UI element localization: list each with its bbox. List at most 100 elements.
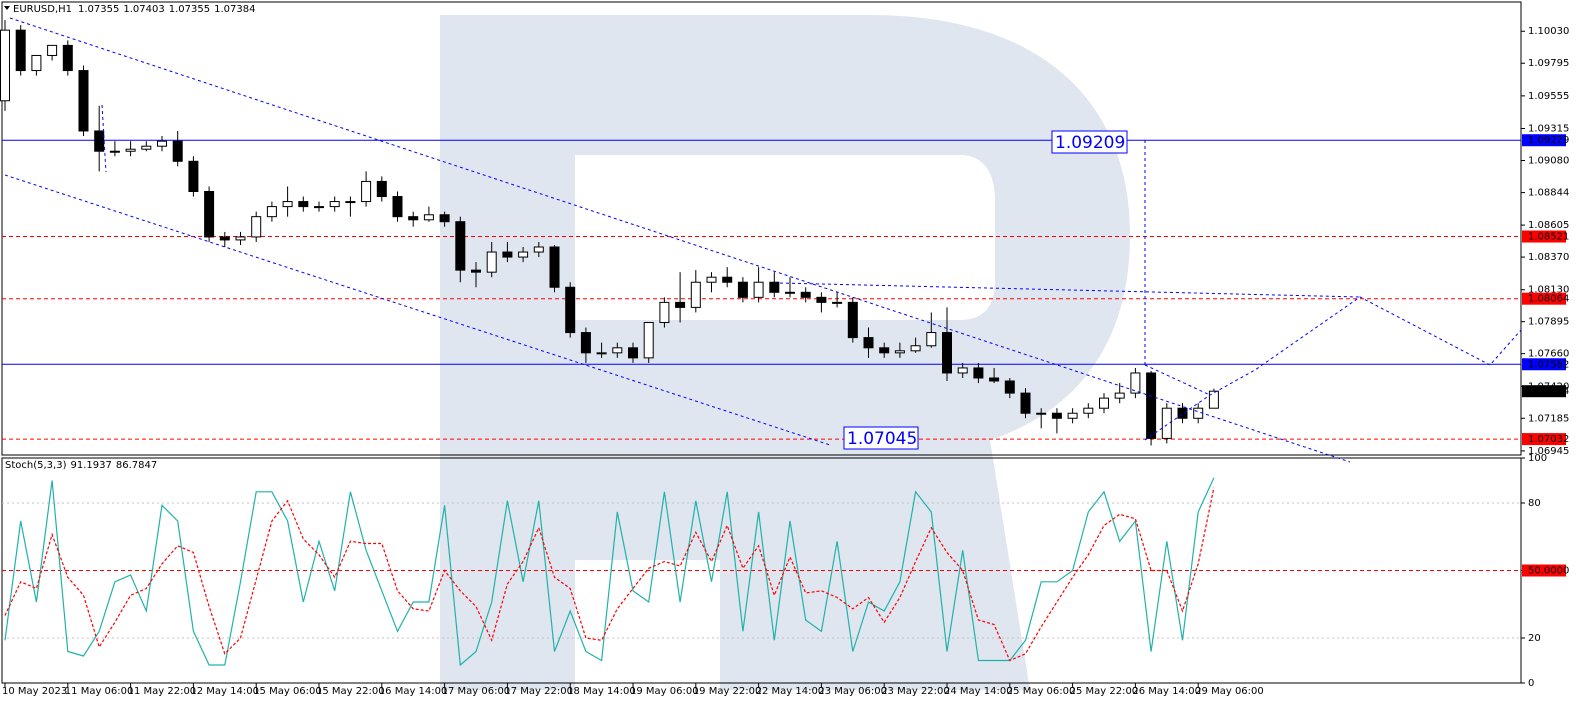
y-tick-label: 1.09315 (1528, 124, 1569, 135)
candle-body (502, 251, 513, 258)
y-tick-label: 1.09795 (1528, 58, 1569, 69)
indicator-value: 91.1937 (70, 460, 111, 471)
candle-body (235, 236, 246, 241)
candle-body (219, 236, 230, 241)
candle-body (298, 201, 309, 208)
candle-body (94, 130, 105, 152)
x-tick-label: 10 May 2023 (2, 686, 67, 697)
candle-body (1161, 407, 1172, 439)
candle-body (361, 180, 372, 203)
candle-body (78, 70, 89, 132)
candle-body (659, 301, 670, 324)
last-price-label: 1.07384 (1528, 386, 1569, 397)
candle-body (580, 332, 591, 354)
candle-body (1114, 392, 1125, 399)
x-tick-label: 11 May 06:00 (65, 686, 134, 697)
candle-body (345, 201, 356, 204)
x-tick-label: 16 May 14:00 (379, 686, 448, 697)
level-tag (1522, 230, 1566, 243)
level-tag-label: 1.09229 (1528, 135, 1569, 146)
x-tick-label: 17 May 22:00 (504, 686, 573, 697)
y-tick-label: 20 (1528, 633, 1541, 644)
candle-body (753, 281, 764, 298)
y-tick-label: 1.07185 (1528, 413, 1569, 424)
candle-body (314, 206, 324, 209)
candle-body (204, 190, 215, 238)
candle-body (376, 180, 387, 198)
level-tag (1522, 358, 1566, 371)
quote: 1.07403 (123, 4, 164, 15)
candle-body (439, 214, 450, 223)
indicator-title: Stoch(5,3,3) (5, 460, 67, 471)
candle-body (832, 301, 843, 304)
quote: 1.07384 (214, 4, 255, 15)
chart-header: EURUSD,H1 1.07355 1.07403 1.07355 1.07384 (13, 4, 255, 15)
candle-body (847, 301, 858, 339)
candle-body (141, 145, 152, 150)
y-tick-label: 1.09555 (1528, 91, 1569, 102)
level-tag-label: 1.08521 (1528, 232, 1569, 243)
plot: 1.10030 1.09795 1.09555 1.09315 1.09080 1.088… (0, 20, 1569, 697)
candle-body (533, 246, 544, 253)
level-tag-label: 1.07582 (1528, 359, 1569, 370)
y-tick-label: 1.07895 (1528, 317, 1569, 328)
level-tag (1522, 433, 1566, 446)
quote: 1.07355 (169, 4, 210, 15)
x-tick-label: 29 May 06:00 (1195, 686, 1264, 697)
x-tick-label: 17 May 06:00 (442, 686, 511, 697)
candle-body (157, 140, 167, 147)
x-tick-label: 11 May 22:00 (128, 686, 197, 697)
candle-body (1004, 380, 1015, 394)
candle-body (518, 251, 529, 258)
candle-body (471, 269, 481, 273)
candle-body (109, 150, 120, 153)
stoch-line (4, 477, 1215, 667)
candle-body (282, 201, 293, 208)
candle-body (879, 347, 890, 354)
annotation: 1.09209 (1055, 133, 1125, 153)
y-tick-label: 1.08370 (1528, 252, 1569, 263)
candle-body (0, 29, 10, 102)
y-tick-label: 0 (1528, 678, 1534, 689)
candle-body (910, 345, 921, 352)
candle-body (1020, 392, 1031, 414)
x-tick-label: 19 May 22:00 (693, 686, 762, 697)
tick-tag (1522, 564, 1566, 577)
candle-body (1083, 407, 1094, 414)
candle-body (894, 350, 905, 354)
level-tag (1522, 134, 1566, 147)
candle-body (722, 276, 733, 283)
annotation: 1.07045 (847, 429, 917, 449)
x-tick-label: 15 May 06:00 (253, 686, 322, 697)
x-tick-label: 26 May 14:00 (1132, 686, 1201, 697)
candle-body (973, 367, 984, 379)
annotation-box (1051, 130, 1128, 154)
candle-body (188, 160, 199, 192)
quote: 1.07355 (78, 4, 119, 15)
x-tick-label: 23 May 22:00 (881, 686, 950, 697)
x-tick-label: 23 May 06:00 (818, 686, 887, 697)
forecast-line (1144, 296, 1522, 441)
candle-body (1208, 390, 1219, 409)
y-tick-label: 1.06945 (1528, 446, 1569, 457)
level-tag-label: 1.07032 (1528, 434, 1569, 445)
candle-body (1051, 412, 1062, 419)
x-tick-label: 25 May 06:00 (1007, 686, 1076, 697)
annotation-box (843, 426, 919, 450)
candle-body (549, 246, 560, 288)
indicator-header: Stoch(5,3,3) 91.1937 86.7847 (5, 460, 157, 471)
candle-body (1146, 372, 1157, 439)
candle-body (1067, 412, 1078, 419)
candle-body (769, 281, 780, 293)
symbol: EURUSD,H1 (13, 4, 72, 15)
drawings (4, 17, 1522, 463)
candle-body (1099, 397, 1109, 409)
x-tick-label: 15 May 22:00 (316, 686, 385, 697)
candle-body (596, 352, 607, 355)
candle-body (800, 291, 811, 298)
x-tick-label: 19 May 06:00 (630, 686, 699, 697)
candle-body (125, 148, 136, 152)
candle-body (251, 216, 262, 238)
y-tick-label: 1.07660 (1528, 349, 1569, 360)
